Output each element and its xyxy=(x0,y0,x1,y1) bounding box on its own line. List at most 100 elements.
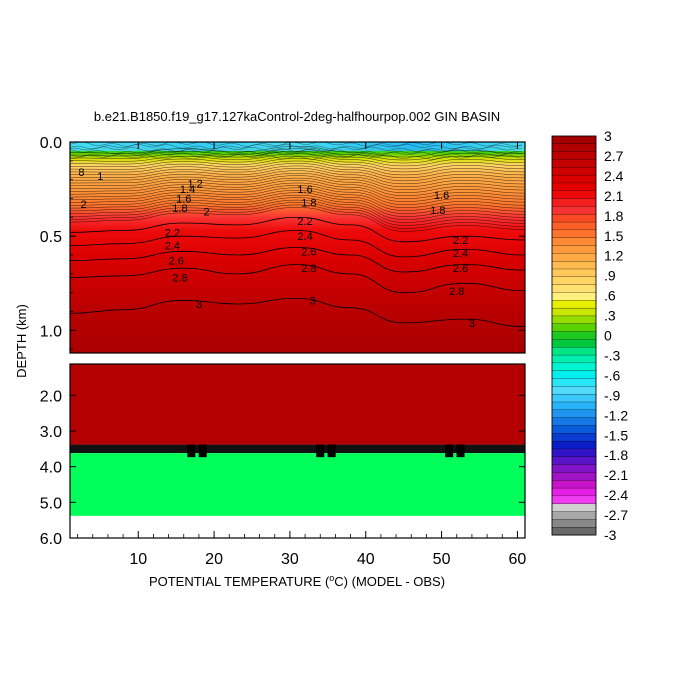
thermocline-contour xyxy=(70,185,525,205)
colorbar-box xyxy=(551,159,597,168)
thermocline-contour xyxy=(70,175,525,193)
thermocline-contour xyxy=(70,202,525,226)
colorbar-label: 1.5 xyxy=(604,228,624,244)
colorbar-box xyxy=(551,433,597,442)
colorbar-frame xyxy=(551,135,597,536)
contour-label: 3 xyxy=(469,318,475,330)
colorbar-box xyxy=(551,268,597,278)
colorbar-box xyxy=(551,143,597,153)
contour-label: 2.8 xyxy=(449,286,464,298)
y-tick-label: 6.0 xyxy=(40,531,62,548)
y-tick-label: 1.0 xyxy=(40,323,62,340)
x-axis: 10 20 30 40 50 60 xyxy=(77,142,526,568)
colorbar-label: 0 xyxy=(604,328,612,344)
contour-line-2.4 xyxy=(70,230,525,258)
thermocline-contour xyxy=(70,165,525,182)
x-tick-label: 50 xyxy=(433,551,451,568)
upper-panel-frame xyxy=(69,141,526,354)
colorbar-box xyxy=(551,284,597,293)
y-axis-lower: 2.0 3.0 4.0 5.0 6.0 xyxy=(40,388,525,548)
y-tick-label: 0.0 xyxy=(40,135,62,152)
x-tick-label: 20 xyxy=(205,551,223,568)
contour-label: 1.6 xyxy=(434,190,449,202)
thermocline-contour xyxy=(70,192,525,214)
y-tick-label: 5.0 xyxy=(40,495,62,512)
y-tick-label: 2.0 xyxy=(40,388,62,405)
x-tick-label: 30 xyxy=(281,551,299,568)
colorbar-box xyxy=(551,331,597,340)
colorbar-box xyxy=(551,417,597,426)
contour-label: 1 xyxy=(97,171,103,183)
thermocline-contour xyxy=(70,182,525,202)
contour-label: 2.2 xyxy=(453,235,468,247)
contour-label: 1.6 xyxy=(297,184,312,196)
y-tick-label: 0.5 xyxy=(40,229,62,246)
colorbar-box xyxy=(551,464,597,473)
y-axis-upper: 0.0 0.5 1.0 xyxy=(40,135,525,350)
surface-contour xyxy=(70,154,523,160)
colorbar-box xyxy=(551,261,597,270)
colorbar-label: 1.2 xyxy=(604,248,624,264)
colorbar-box xyxy=(551,401,597,411)
depth-band xyxy=(70,515,525,538)
colorbar-label: -.3 xyxy=(604,347,621,363)
colorbar-label: 2.7 xyxy=(604,148,624,164)
thermocline-contour xyxy=(70,177,525,196)
colorbar-box xyxy=(551,182,597,192)
colorbar-label: -1.8 xyxy=(604,447,628,463)
contour-label: 2.8 xyxy=(301,263,316,275)
chart-title: b.e21.B1850.f19_g17.127kaControl-2deg-ha… xyxy=(94,109,500,124)
thermocline-contour xyxy=(70,204,525,229)
colorbar-label: .3 xyxy=(604,308,616,324)
depth-band xyxy=(70,453,525,516)
contour-label: 2.6 xyxy=(453,263,468,275)
colorbar-box xyxy=(551,425,597,434)
colorbar-labels: 3 2.7 2.4 2.1 1.8 1.5 1.2 .9 .6 .3 0 -.3 -.6 -.9 -1.2 -… xyxy=(604,128,628,543)
depth-band xyxy=(70,364,525,445)
contour-label: 2.2 xyxy=(165,227,180,239)
y-tick-label: 4.0 xyxy=(40,460,62,477)
colorbar-box xyxy=(551,487,597,497)
thermocline-contour xyxy=(70,160,525,176)
colorbar-label: -1.2 xyxy=(604,407,628,423)
colorbar-box xyxy=(551,135,597,145)
colorbar-box xyxy=(551,253,597,262)
thermocline-contour xyxy=(70,163,525,179)
colorbar-box xyxy=(551,245,597,254)
colorbar-box xyxy=(551,394,597,403)
contour-label: 2.8 xyxy=(172,273,187,285)
lower-panel-bands xyxy=(70,364,525,538)
thermocline-contour xyxy=(70,190,525,211)
contour-label: 2.4 xyxy=(297,231,312,243)
lower-panel-contour-marks xyxy=(187,444,465,458)
colorbar-box xyxy=(551,339,597,348)
contour-cluster xyxy=(327,444,336,458)
x-axis-label-superscript: o xyxy=(329,573,334,583)
contour-cluster xyxy=(187,444,196,458)
colorbar-box xyxy=(551,480,597,489)
thermocline-contour xyxy=(70,153,525,167)
colorbar-box xyxy=(551,527,597,536)
colorbar-box xyxy=(551,347,597,356)
colorbar-box xyxy=(551,456,597,466)
thermocline-contour xyxy=(70,187,525,208)
thermocline-contour xyxy=(70,194,525,217)
colorbar-label: -.6 xyxy=(604,367,621,383)
colorbar-label: -2.4 xyxy=(604,487,628,503)
colorbar-box xyxy=(551,237,597,246)
colorbar-boxes xyxy=(551,135,597,536)
colorbar-box xyxy=(551,472,597,481)
colorbar-label: .6 xyxy=(604,288,616,304)
colorbar-box xyxy=(551,198,597,207)
colorbar-box xyxy=(551,151,597,160)
thermocline-contour xyxy=(70,172,525,190)
lower-panel xyxy=(69,363,526,539)
y-axis-label: DEPTH (km) xyxy=(14,304,29,378)
contour-label: 2.2 xyxy=(297,216,312,228)
colorbar-box xyxy=(551,495,597,505)
thermocline-contour xyxy=(70,199,525,223)
colorbar-box xyxy=(551,315,597,325)
colorbar-label: -2.1 xyxy=(604,467,628,483)
colorbar-box xyxy=(551,378,597,387)
colorbar-box xyxy=(551,511,597,520)
